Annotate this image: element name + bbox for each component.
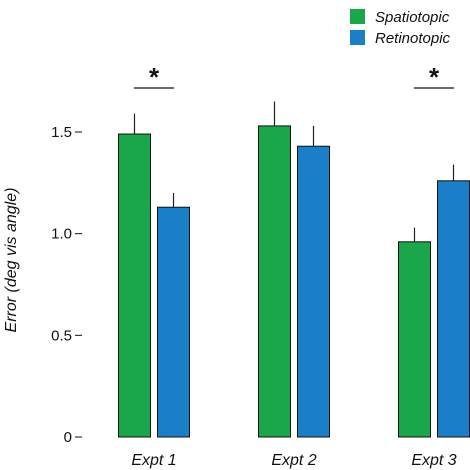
bar <box>157 206 190 438</box>
y-tick-label: 1.0 <box>51 226 72 243</box>
bar <box>437 180 470 438</box>
bar <box>398 241 431 438</box>
bar <box>118 133 151 438</box>
legend-swatch-retinotopic <box>350 30 365 45</box>
bar <box>297 145 330 438</box>
significance-star: * <box>429 62 440 92</box>
category-labels: Expt 1 Expt 2 Expt 3 <box>131 452 456 469</box>
legend-label-spatiotopic: Spatiotopic <box>375 9 450 26</box>
bars <box>118 101 470 438</box>
y-tick-label: 0 <box>64 429 72 446</box>
y-axis-title: Error (deg vis angle) <box>3 188 20 333</box>
legend: Spatiotopic Retinotopic <box>350 9 451 47</box>
significance-star: * <box>149 62 160 92</box>
y-tick-label: 0.5 <box>51 327 72 344</box>
legend-swatch-spatiotopic <box>350 9 365 24</box>
y-tick-label: 1.5 <box>51 124 72 141</box>
legend-label-retinotopic: Retinotopic <box>375 30 451 47</box>
significance-markers: * * <box>134 62 454 92</box>
category-label: Expt 2 <box>271 452 316 469</box>
y-axis: 0 0.5 1.0 1.5 <box>51 124 82 446</box>
bar <box>258 125 291 438</box>
category-label: Expt 1 <box>131 452 176 469</box>
category-label: Expt 3 <box>411 452 456 469</box>
